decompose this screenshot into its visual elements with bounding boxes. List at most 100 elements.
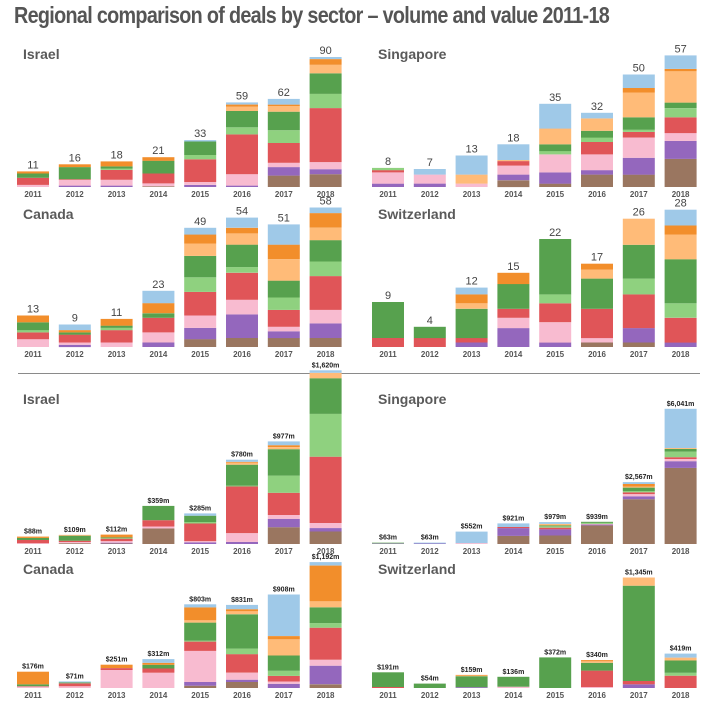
total-label-2011: 13 bbox=[27, 304, 39, 316]
bar-segment-2015-lightblue bbox=[184, 140, 217, 142]
bar-segment-2018-lightblue bbox=[309, 370, 342, 373]
chart-panel-canada-value: Canada $176m 2011 $71m 2012 $251m 2013 $312m 201… bbox=[10, 554, 355, 704]
bar-segment-2015-orange bbox=[184, 607, 217, 621]
chart-panel-israel-value: Israel $88m 2011 $109m 2012 $112m 2013 $359m 201… bbox=[10, 362, 355, 560]
bar-segment-2011-pink bbox=[17, 184, 49, 187]
bar-segment-2016-green bbox=[226, 111, 258, 128]
total-label-2014: 18 bbox=[507, 132, 519, 144]
year-label-2011: 2011 bbox=[24, 350, 42, 359]
bar-segment-2018-orange bbox=[664, 225, 697, 235]
total-label-2015: 49 bbox=[194, 216, 206, 228]
year-label-2017: 2017 bbox=[630, 190, 648, 199]
bar-segment-2016-pink bbox=[226, 533, 258, 542]
bar-segment-2015-lightgreen bbox=[184, 640, 217, 642]
bar-segment-2018-lightorange bbox=[664, 234, 697, 260]
bar-segment-2015-red bbox=[184, 523, 217, 542]
bar-segment-2012-red bbox=[58, 683, 91, 687]
bar-segment-2015-red bbox=[184, 291, 217, 316]
total-label-2011: $88m bbox=[24, 529, 42, 536]
bar-segment-2016-red bbox=[226, 272, 258, 300]
bar-segment-2014-lightblue bbox=[497, 144, 530, 161]
panel-title: Singapore bbox=[378, 46, 447, 62]
bar-segment-2012-red bbox=[58, 179, 91, 180]
bar-segment-2012-pink bbox=[58, 179, 91, 186]
chart-singapore-volume: Singapore 8 2011 7 2012 13 2013 18 2014 35 2015 32 2… bbox=[372, 43, 697, 199]
bar-segment-2011-orange bbox=[17, 171, 49, 174]
total-label-2011: $176m bbox=[22, 664, 44, 671]
bar-segment-2018-lightorange bbox=[664, 657, 697, 661]
bar-segment-2016-brown bbox=[226, 682, 258, 688]
bar-segment-2014-orange bbox=[497, 272, 530, 285]
bar-segment-2016-brown bbox=[581, 174, 613, 187]
bar-segment-2017-orange bbox=[267, 104, 300, 106]
page-title: Regional comparison of deals by sector –… bbox=[14, 2, 610, 28]
bar-segment-2012-purple bbox=[413, 543, 446, 544]
bar-segment-2017-purple bbox=[622, 496, 655, 500]
year-label-2018: 2018 bbox=[672, 190, 690, 199]
bar-segment-2011-red bbox=[372, 170, 404, 173]
total-label-2017: $977m bbox=[273, 433, 295, 440]
bar-segment-2017-red bbox=[267, 675, 300, 682]
bar-segment-2012-green bbox=[58, 332, 91, 335]
chart-panel-israel-volume: Israel 11 2011 16 2012 18 2013 21 2014 33 2015 59 20… bbox=[10, 40, 355, 200]
bar-segment-2018-lightblue bbox=[664, 653, 697, 658]
bar-segment-2017-lightorange bbox=[267, 639, 300, 656]
bar-segment-2011-red bbox=[372, 687, 404, 688]
bar-segment-2016-green bbox=[581, 130, 613, 138]
bar-segment-2018-brown bbox=[309, 338, 342, 347]
bar-segment-2011-pink bbox=[17, 339, 49, 347]
bar-segment-2017-red bbox=[622, 294, 655, 329]
year-label-2016: 2016 bbox=[233, 350, 251, 359]
year-label-2017: 2017 bbox=[275, 547, 293, 556]
bar-segment-2011-lightgreen bbox=[372, 542, 404, 544]
bar-segment-2013-lightorange bbox=[455, 174, 488, 184]
chart-singapore-value: Singapore $63m 2011 $63m 2012 $552m 2013 $921m 2… bbox=[372, 391, 697, 556]
bar-segment-2015-red bbox=[184, 159, 217, 182]
bar-segment-2018-pink bbox=[309, 309, 342, 324]
bar-segment-2015-green bbox=[539, 144, 572, 152]
year-label-2012: 2012 bbox=[66, 350, 84, 359]
bar-segment-2012-lightblue bbox=[58, 681, 91, 683]
bar-segment-2011-red bbox=[17, 177, 49, 185]
bar-segment-2013-lightblue bbox=[455, 155, 488, 175]
bar-segment-2015-pink bbox=[184, 541, 217, 543]
bar-segment-2015-green bbox=[539, 239, 572, 295]
panel-title: Canada bbox=[23, 561, 74, 577]
bar-segment-2015-brown bbox=[184, 685, 217, 688]
year-label-2014: 2014 bbox=[505, 547, 523, 556]
bar-segment-2016-red bbox=[581, 142, 613, 155]
year-label-2017: 2017 bbox=[630, 691, 648, 700]
bar-segment-2013-orange bbox=[455, 674, 488, 676]
bar-segment-2014-purple bbox=[142, 342, 175, 347]
bar-segment-2015-green bbox=[184, 515, 217, 522]
panel-title: Canada bbox=[23, 206, 74, 222]
year-label-2011: 2011 bbox=[24, 190, 42, 199]
year-label-2018: 2018 bbox=[317, 190, 335, 199]
total-label-2012: $54m bbox=[421, 676, 439, 683]
bar-segment-2015-lightorange bbox=[184, 620, 217, 623]
bar-segment-2017-purple bbox=[267, 683, 300, 688]
year-label-2015: 2015 bbox=[191, 350, 209, 359]
panel-title: Switzerland bbox=[378, 206, 456, 222]
bar-segment-2015-lightblue bbox=[184, 604, 217, 608]
bar-segment-2018-orange bbox=[664, 68, 697, 72]
total-label-2012: $63m bbox=[421, 535, 439, 542]
total-label-2016: $939m bbox=[586, 514, 608, 521]
bar-segment-2015-lightblue bbox=[184, 227, 217, 235]
bar-segment-2013-pink bbox=[100, 179, 133, 186]
bar-segment-2011-orange bbox=[17, 536, 49, 538]
year-label-2018: 2018 bbox=[317, 350, 335, 359]
bar-segment-2017-lightorange bbox=[622, 218, 655, 245]
total-label-2017: 62 bbox=[278, 87, 290, 99]
year-label-2013: 2013 bbox=[463, 691, 481, 700]
bar-segment-2017-lightblue bbox=[267, 98, 300, 105]
bar-segment-2013-lightblue bbox=[455, 287, 488, 295]
total-label-2018: 57 bbox=[674, 43, 686, 55]
bar-segment-2012-pink bbox=[58, 342, 91, 345]
total-label-2014: $136m bbox=[503, 669, 525, 676]
year-label-2018: 2018 bbox=[672, 691, 690, 700]
total-label-2017: 50 bbox=[633, 63, 645, 75]
year-label-2015: 2015 bbox=[191, 547, 209, 556]
bar-segment-2017-purple bbox=[267, 331, 300, 339]
year-label-2017: 2017 bbox=[630, 350, 648, 359]
